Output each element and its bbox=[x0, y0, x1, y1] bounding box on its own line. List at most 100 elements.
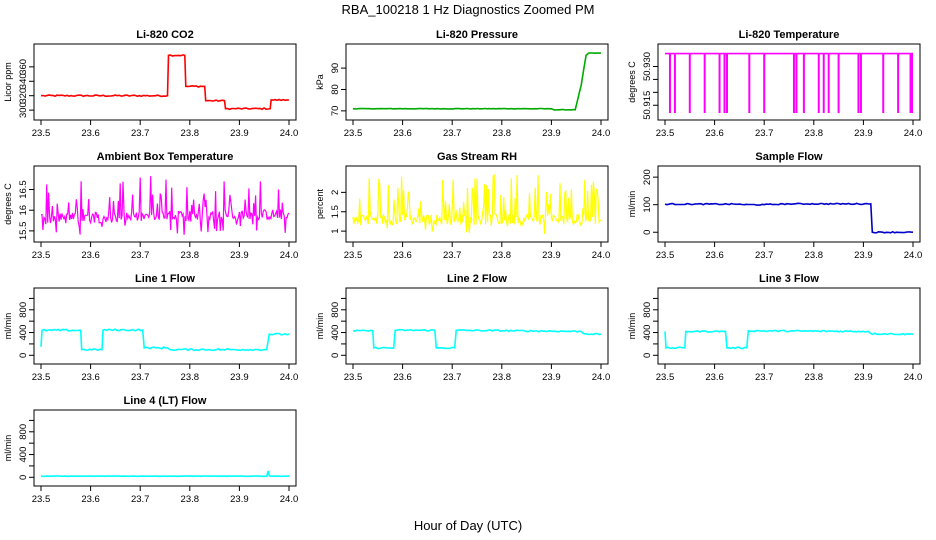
x-tick-label: 24.0 bbox=[904, 372, 923, 383]
x-tick-label: 23.5 bbox=[32, 494, 51, 505]
series-line bbox=[40, 54, 290, 111]
x-tick-label: 23.7 bbox=[443, 372, 462, 383]
y-tick-label: 0 bbox=[18, 475, 29, 480]
y-tick-label: 0 bbox=[18, 353, 29, 358]
x-tick-label: 23.5 bbox=[344, 128, 363, 139]
x-tick-label: 23.5 bbox=[656, 372, 675, 383]
plot-frame bbox=[33, 409, 297, 487]
x-tick-label: 23.6 bbox=[705, 128, 724, 139]
series-line bbox=[352, 52, 602, 111]
x-tick-label: 23.7 bbox=[443, 128, 462, 139]
x-tick-label: 24.0 bbox=[280, 250, 299, 261]
y-tick-label: 0 bbox=[330, 353, 341, 358]
figure-xlabel: Hour of Day (UTC) bbox=[413, 518, 523, 533]
x-tick-label: 24.0 bbox=[592, 250, 611, 261]
series-line bbox=[352, 174, 602, 235]
x-tick-label: 23.9 bbox=[542, 372, 561, 383]
x-tick-label: 23.6 bbox=[393, 372, 412, 383]
x-tick-label: 23.5 bbox=[32, 128, 51, 139]
x-tick-label: 23.7 bbox=[131, 372, 150, 383]
x-tick-label: 23.8 bbox=[805, 372, 824, 383]
y-axis-label: Licor ppm bbox=[3, 62, 13, 102]
panel-title: Sample Flow bbox=[755, 151, 823, 163]
x-tick-label: 23.8 bbox=[493, 372, 512, 383]
y-tick-label: 400 bbox=[18, 325, 29, 341]
x-tick-label: 24.0 bbox=[592, 128, 611, 139]
y-axis-label: ml/min bbox=[3, 435, 13, 462]
x-tick-label: 23.7 bbox=[443, 250, 462, 261]
y-axis-label: degrees C bbox=[627, 61, 637, 103]
x-tick-label: 23.6 bbox=[705, 372, 724, 383]
x-tick-label: 23.8 bbox=[493, 128, 512, 139]
y-axis-label: ml/min bbox=[315, 313, 325, 340]
x-tick-label: 23.8 bbox=[805, 128, 824, 139]
panel-8: Line 2 Flow 23.5 23.6 23.7 23.8 23.9 24.0 0 400 8… bbox=[315, 273, 610, 383]
panel-title: Li-820 CO2 bbox=[136, 29, 193, 41]
y-axis-label: degrees C bbox=[3, 183, 13, 225]
plot-frame bbox=[345, 165, 609, 243]
y-tick-label: 400 bbox=[330, 325, 341, 341]
y-tick-label: 15.5 bbox=[18, 222, 29, 241]
x-tick-label: 23.5 bbox=[656, 250, 675, 261]
y-axis-label: percent bbox=[315, 188, 325, 219]
y-tick-label: 2 bbox=[330, 190, 341, 195]
x-tick-label: 23.9 bbox=[542, 250, 561, 261]
x-tick-label: 23.5 bbox=[344, 372, 363, 383]
y-tick-label: 200 bbox=[642, 169, 653, 185]
plot-frame bbox=[33, 287, 297, 365]
panel-title: Line 3 Flow bbox=[759, 273, 819, 285]
series-line bbox=[40, 470, 289, 478]
panel-3: Li-820 Temperature 23.5 23.6 23.7 23.8 23.9 24… bbox=[627, 29, 922, 139]
y-tick-label: 800 bbox=[18, 424, 29, 440]
x-tick-label: 23.8 bbox=[805, 250, 824, 261]
y-tick-label: 16 bbox=[18, 205, 29, 216]
x-tick-label: 23.5 bbox=[32, 250, 51, 261]
y-axis-label: kPa bbox=[315, 74, 325, 90]
y-axis-label: ml/min bbox=[627, 191, 637, 218]
panel-2: Li-820 Pressure 23.5 23.6 23.7 23.8 23.9 24.0 7… bbox=[315, 29, 610, 139]
series-line bbox=[40, 328, 290, 352]
x-tick-label: 23.6 bbox=[81, 250, 100, 261]
series-line bbox=[40, 176, 290, 235]
x-tick-label: 23.6 bbox=[81, 372, 100, 383]
x-tick-label: 24.0 bbox=[904, 128, 923, 139]
y-tick-label: 300 bbox=[18, 102, 29, 118]
x-tick-label: 23.9 bbox=[854, 372, 873, 383]
y-tick-label: 1 bbox=[330, 228, 341, 233]
x-tick-label: 23.6 bbox=[393, 250, 412, 261]
panel-title: Line 2 Flow bbox=[447, 273, 507, 285]
x-tick-label: 23.7 bbox=[755, 128, 774, 139]
x-tick-label: 24.0 bbox=[904, 250, 923, 261]
series-line bbox=[664, 202, 914, 234]
x-tick-label: 24.0 bbox=[280, 372, 299, 383]
y-tick-label: 800 bbox=[642, 302, 653, 318]
y-axis-label: ml/min bbox=[3, 313, 13, 340]
figure-title: RBA_100218 1 Hz Diagnostics Zoomed PM bbox=[341, 2, 595, 17]
x-tick-label: 23.5 bbox=[32, 372, 51, 383]
x-tick-label: 24.0 bbox=[280, 494, 299, 505]
y-tick-label: 800 bbox=[18, 302, 29, 318]
plot-frame bbox=[657, 43, 921, 121]
y-tick-label: 400 bbox=[642, 325, 653, 341]
y-tick-label: 0 bbox=[642, 353, 653, 358]
plot-frame bbox=[657, 165, 921, 243]
y-tick-label: 0 bbox=[642, 230, 653, 235]
x-tick-label: 23.7 bbox=[131, 128, 150, 139]
panel-title: Li-820 Pressure bbox=[436, 29, 518, 41]
x-tick-label: 23.9 bbox=[230, 494, 249, 505]
x-tick-label: 23.7 bbox=[755, 250, 774, 261]
x-tick-label: 24.0 bbox=[592, 372, 611, 383]
y-tick-label: 320 bbox=[18, 88, 29, 104]
panel-5: Gas Stream RH 23.5 23.6 23.7 23.8 23.9 24.0 1 1.… bbox=[315, 151, 610, 261]
x-tick-label: 23.6 bbox=[81, 494, 100, 505]
x-tick-label: 23.9 bbox=[542, 128, 561, 139]
plot-frame bbox=[345, 43, 609, 121]
x-tick-label: 23.9 bbox=[230, 250, 249, 261]
x-tick-label: 23.9 bbox=[854, 250, 873, 261]
y-tick-label: 400 bbox=[18, 447, 29, 463]
y-tick-label: 50.930 bbox=[642, 52, 653, 81]
panel-title: Line 4 (LT) Flow bbox=[124, 395, 207, 407]
y-tick-label: 50.915 bbox=[642, 91, 653, 120]
panel-1: Li-820 CO2 23.5 23.6 23.7 23.8 23.9 24.0 300320… bbox=[3, 29, 298, 139]
